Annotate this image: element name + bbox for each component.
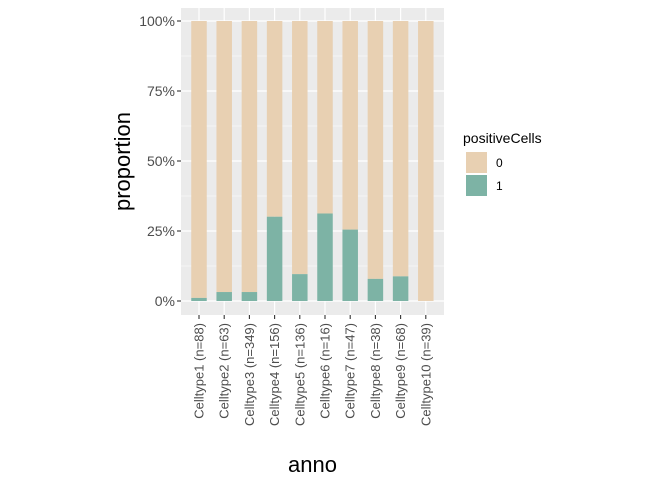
bar-segment-1 [266, 216, 283, 301]
bar-segment-1 [367, 278, 384, 301]
y-tick-label: 25% [147, 223, 175, 239]
x-axis-title: anno [288, 452, 337, 477]
bar-segment-0 [317, 21, 333, 214]
x-tick-label: Celltype10 (n=39) [418, 323, 433, 426]
bar-segment-0 [367, 21, 384, 279]
x-tick-label: Celltype1 (n=88) [192, 323, 207, 419]
legend-title: positiveCells [463, 130, 542, 146]
x-tick-label: Celltype9 (n=68) [393, 323, 408, 419]
y-tick-label: 0% [155, 293, 175, 309]
bar-segment-1 [216, 292, 232, 301]
bar-segment-0 [418, 21, 434, 301]
x-tick-label: Celltype6 (n=16) [318, 323, 333, 419]
bar-segment-0 [241, 21, 258, 293]
y-tick-label: 100% [139, 13, 175, 29]
bar-segment-0 [342, 21, 358, 230]
bar-segment-0 [191, 21, 207, 298]
legend: positiveCells 01 [463, 130, 542, 196]
y-axis-title: proportion [110, 112, 135, 211]
bar-segment-0 [292, 21, 308, 275]
x-tick-label: Celltype8 (n=38) [368, 323, 383, 419]
x-tick-label: Celltype3 (n=349) [242, 323, 257, 426]
x-tick-label: Celltype4 (n=156) [267, 323, 282, 426]
bar-segment-1 [317, 213, 333, 301]
legend-key-1 [466, 175, 487, 196]
legend-label-0: 0 [496, 156, 503, 170]
bar-segment-0 [216, 21, 232, 293]
x-tick-label: Celltype2 (n=63) [217, 323, 232, 419]
bar-segment-1 [241, 292, 258, 301]
x-axis: Celltype1 (n=88) Celltype2 (n=63) Celltype… [192, 315, 433, 426]
legend-label-1: 1 [496, 179, 503, 193]
bar-segment-1 [191, 297, 207, 301]
bar-segment-0 [392, 21, 409, 277]
y-tick-label: 50% [147, 153, 175, 169]
bar-segment-1 [392, 276, 409, 301]
y-tick-label: 75% [147, 83, 175, 99]
x-tick-label: Celltype7 (n=47) [343, 323, 358, 419]
y-axis: 0% 25% 50% 75% 100% [139, 13, 181, 309]
bar-segment-0 [266, 21, 283, 217]
bars [191, 21, 434, 301]
legend-items: 01 [466, 152, 503, 196]
bar-segment-1 [342, 229, 358, 301]
x-tick-label: Celltype5 (n=136) [292, 323, 307, 426]
legend-key-0 [466, 152, 487, 173]
bar-segment-1 [292, 274, 308, 301]
